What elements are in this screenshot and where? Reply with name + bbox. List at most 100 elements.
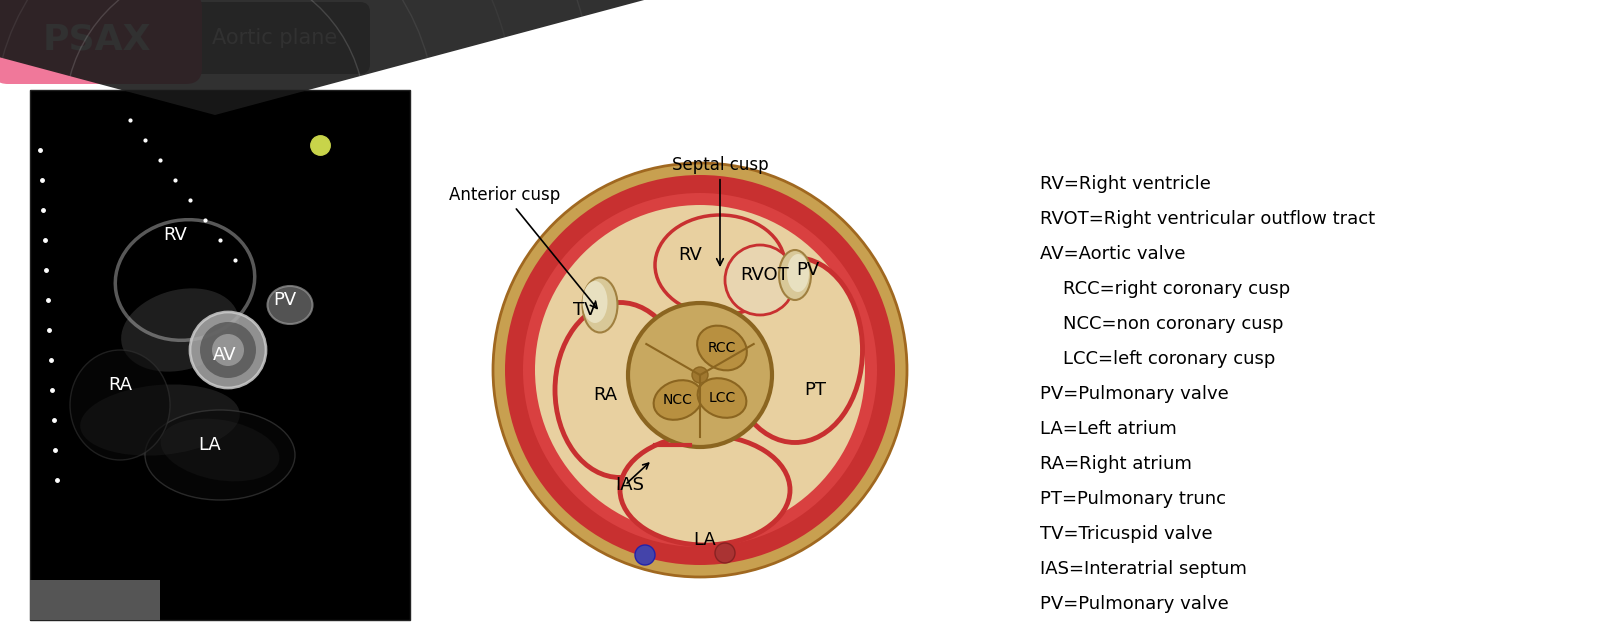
FancyBboxPatch shape [45, 10, 50, 66]
Text: AV: AV [213, 346, 237, 364]
Wedge shape [0, 0, 726, 115]
FancyBboxPatch shape [120, 2, 370, 74]
Bar [30, 90, 410, 620]
Text: RA: RA [594, 386, 618, 404]
FancyBboxPatch shape [107, 10, 114, 66]
FancyBboxPatch shape [99, 10, 104, 66]
FancyBboxPatch shape [163, 10, 168, 66]
Circle shape [627, 303, 771, 447]
FancyBboxPatch shape [94, 10, 101, 66]
FancyBboxPatch shape [82, 10, 88, 66]
FancyBboxPatch shape [19, 12, 24, 64]
FancyBboxPatch shape [133, 12, 139, 64]
Text: PT=Pulmonary trunc: PT=Pulmonary trunc [1040, 490, 1226, 508]
Text: RV=Right ventricle: RV=Right ventricle [1040, 175, 1211, 193]
Text: NCC: NCC [662, 393, 693, 407]
Text: TV=Tricuspid valve: TV=Tricuspid valve [1040, 525, 1213, 543]
FancyBboxPatch shape [22, 12, 29, 64]
Text: NCC=non coronary cusp: NCC=non coronary cusp [1040, 315, 1283, 333]
Text: IAS=Interatrial septum: IAS=Interatrial septum [1040, 560, 1246, 578]
Text: PV=Pulmonary valve: PV=Pulmonary valve [1040, 385, 1229, 403]
FancyBboxPatch shape [78, 12, 83, 64]
Ellipse shape [555, 303, 685, 478]
FancyBboxPatch shape [142, 12, 147, 64]
Text: RA: RA [107, 376, 133, 394]
Ellipse shape [70, 350, 170, 460]
FancyBboxPatch shape [27, 10, 32, 66]
FancyBboxPatch shape [158, 12, 165, 64]
FancyBboxPatch shape [91, 10, 96, 66]
Text: RV: RV [678, 246, 702, 264]
Text: AV=Aortic valve: AV=Aortic valve [1040, 245, 1186, 263]
FancyBboxPatch shape [56, 10, 62, 66]
Ellipse shape [654, 215, 786, 315]
Text: PT: PT [805, 381, 826, 399]
FancyBboxPatch shape [53, 10, 58, 66]
Text: LA=Left atrium: LA=Left atrium [1040, 420, 1176, 438]
Text: PV: PV [274, 291, 296, 309]
FancyBboxPatch shape [35, 10, 40, 66]
FancyBboxPatch shape [32, 10, 37, 66]
FancyBboxPatch shape [45, 12, 50, 64]
Text: LCC: LCC [709, 391, 736, 405]
FancyBboxPatch shape [138, 10, 142, 66]
FancyBboxPatch shape [53, 12, 58, 64]
FancyBboxPatch shape [69, 10, 75, 66]
FancyBboxPatch shape [99, 12, 104, 64]
FancyBboxPatch shape [163, 12, 168, 64]
Text: LA: LA [198, 436, 221, 454]
FancyBboxPatch shape [150, 10, 155, 66]
FancyBboxPatch shape [61, 10, 66, 66]
Circle shape [200, 322, 256, 378]
FancyBboxPatch shape [171, 12, 176, 64]
FancyBboxPatch shape [27, 12, 32, 64]
FancyBboxPatch shape [74, 10, 78, 66]
Ellipse shape [728, 258, 862, 442]
FancyBboxPatch shape [117, 10, 122, 66]
FancyBboxPatch shape [107, 12, 114, 64]
FancyBboxPatch shape [86, 12, 91, 64]
FancyBboxPatch shape [155, 12, 160, 64]
FancyBboxPatch shape [104, 12, 109, 64]
FancyBboxPatch shape [146, 12, 152, 64]
FancyBboxPatch shape [94, 12, 101, 64]
Ellipse shape [146, 410, 294, 500]
Ellipse shape [654, 380, 702, 420]
Ellipse shape [698, 326, 747, 370]
Text: RV: RV [163, 226, 187, 244]
Text: RCC=right coronary cusp: RCC=right coronary cusp [1040, 280, 1290, 298]
FancyBboxPatch shape [104, 10, 109, 66]
FancyBboxPatch shape [142, 10, 147, 66]
FancyBboxPatch shape [10, 10, 16, 66]
FancyBboxPatch shape [171, 10, 176, 66]
FancyBboxPatch shape [120, 12, 126, 64]
Circle shape [523, 193, 877, 547]
Text: LA: LA [694, 531, 717, 549]
FancyBboxPatch shape [176, 12, 181, 64]
FancyBboxPatch shape [82, 12, 88, 64]
FancyBboxPatch shape [48, 12, 53, 64]
FancyBboxPatch shape [112, 12, 117, 64]
Ellipse shape [582, 281, 608, 323]
FancyBboxPatch shape [56, 12, 62, 64]
Circle shape [715, 543, 734, 563]
Text: RVOT: RVOT [741, 266, 789, 284]
FancyBboxPatch shape [66, 12, 70, 64]
Text: TV: TV [573, 301, 597, 319]
FancyBboxPatch shape [138, 12, 142, 64]
Text: Anterior cusp: Anterior cusp [450, 186, 597, 308]
FancyBboxPatch shape [125, 10, 130, 66]
FancyBboxPatch shape [91, 12, 96, 64]
FancyBboxPatch shape [40, 12, 45, 64]
FancyBboxPatch shape [130, 10, 134, 66]
Text: PSAX: PSAX [43, 23, 152, 57]
FancyBboxPatch shape [158, 10, 165, 66]
Ellipse shape [80, 385, 240, 456]
Circle shape [190, 312, 266, 388]
FancyBboxPatch shape [117, 12, 122, 64]
Ellipse shape [725, 245, 795, 315]
Circle shape [493, 163, 907, 577]
FancyBboxPatch shape [86, 10, 91, 66]
Ellipse shape [698, 378, 746, 418]
Text: RCC: RCC [707, 341, 736, 355]
